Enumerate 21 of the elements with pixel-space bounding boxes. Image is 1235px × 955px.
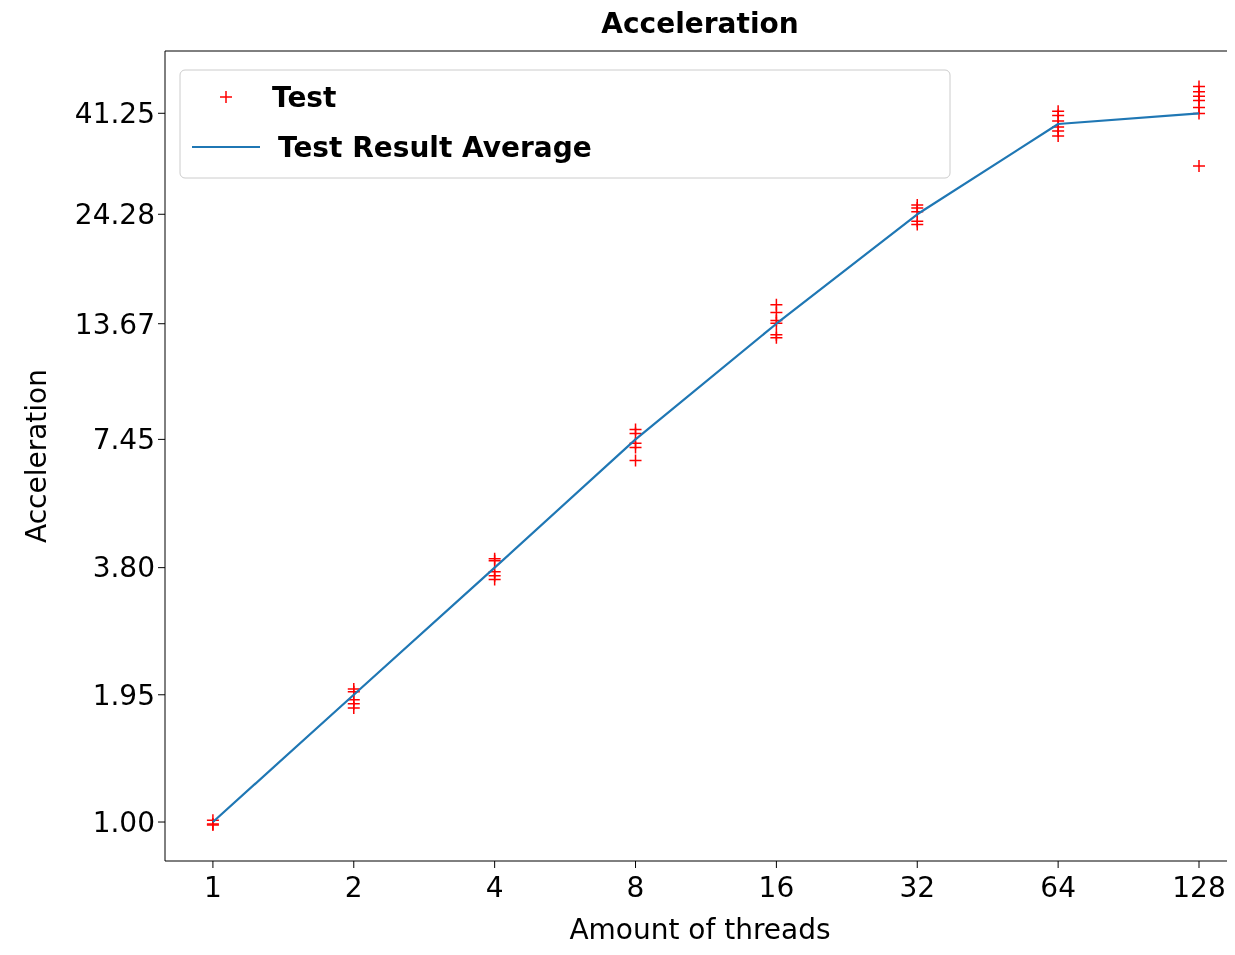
x-tick-label: 32 — [899, 871, 936, 904]
y-tick-label: 41.25 — [74, 97, 155, 131]
x-tick-label: 64 — [1040, 871, 1076, 904]
x-tick-label: 1 — [203, 871, 222, 904]
y-tick-label: 3.80 — [92, 551, 155, 585]
y-tick-label: 1.95 — [92, 678, 155, 712]
y-tick-label: 24.28 — [74, 198, 155, 232]
x-tick-label: 8 — [626, 871, 645, 904]
x-tick-label: 2 — [344, 871, 363, 904]
x-tick-label: 4 — [485, 871, 504, 904]
y-tick-label: 13.67 — [74, 307, 155, 341]
x-axis-title: Amount of threads — [569, 913, 831, 946]
chart-title: Acceleration — [601, 7, 799, 40]
y-axis-title: Acceleration — [20, 369, 53, 543]
x-tick-label: 16 — [758, 871, 795, 904]
legend-label: Test — [272, 80, 337, 114]
y-tick-label: 7.45 — [92, 423, 155, 457]
x-tick-label: 128 — [1172, 871, 1226, 904]
line-series — [211, 112, 1201, 824]
y-tick-label: 1.00 — [92, 805, 155, 839]
legend-label: Test Result Average — [278, 130, 592, 164]
